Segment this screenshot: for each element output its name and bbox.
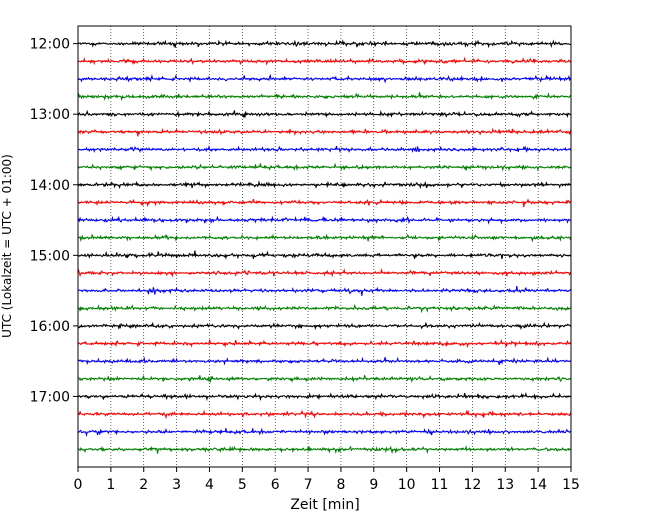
x-axis-ticks: 0 1 2 3 4 5 6 7 8 9 10 11 12 13 14 15	[74, 467, 580, 493]
y-tick-label: 14:00	[30, 178, 70, 194]
y-tick-label: 16:00	[30, 319, 70, 335]
trace-1530	[77, 285, 572, 296]
y-tick-label: 13:00	[30, 107, 70, 123]
trace-1200	[77, 39, 572, 49]
seismogram-traces	[77, 39, 572, 455]
trace-1415	[77, 198, 572, 208]
x-tick-label: 6	[271, 477, 280, 493]
trace-1500	[77, 250, 572, 260]
trace-1600	[77, 321, 572, 331]
trace-1515	[77, 268, 572, 278]
x-tick-label: 5	[238, 477, 247, 493]
y-tick-label: 17:00	[30, 389, 70, 405]
x-tick-label: 9	[369, 477, 378, 493]
trace-1300	[77, 109, 572, 119]
trace-1715	[77, 409, 572, 420]
trace-1245	[77, 92, 572, 102]
y-tick-label: 15:00	[30, 248, 70, 264]
trace-1400	[77, 180, 572, 190]
trace-1630	[77, 356, 572, 366]
trace-1315	[77, 127, 572, 137]
x-tick-label: 13	[496, 477, 514, 493]
x-tick-label: 10	[398, 477, 416, 493]
trace-1745	[77, 445, 572, 455]
x-tick-label: 4	[205, 477, 214, 493]
trace-1615	[77, 339, 572, 349]
x-tick-label: 8	[336, 477, 345, 493]
trace-1700	[77, 391, 572, 402]
x-tick-label: 2	[139, 477, 148, 493]
trace-1445	[77, 233, 572, 243]
trace-1230	[77, 73, 572, 84]
x-tick-label: 0	[74, 477, 83, 493]
x-axis-title: Zeit [min]	[290, 497, 359, 513]
trace-1730	[77, 427, 572, 438]
trace-1430	[77, 215, 572, 225]
x-tick-label: 11	[431, 477, 449, 493]
y-axis-ticks: 12:00 13:00 14:00 15:00 16:00 17:00	[30, 37, 78, 405]
y-tick-label: 12:00	[30, 37, 70, 53]
x-tick-label: 7	[304, 477, 313, 493]
x-tick-label: 15	[562, 477, 580, 493]
x-tick-label: 12	[463, 477, 481, 493]
trace-1330	[77, 144, 572, 154]
trace-1215	[77, 56, 572, 66]
plot-frame	[77, 25, 572, 468]
y-axis-title: UTC (Lokalzeit = UTC + 01:00)	[0, 154, 14, 338]
x-tick-label: 3	[172, 477, 181, 493]
x-tick-label: 14	[529, 477, 547, 493]
x-tick-label: 1	[106, 477, 115, 493]
vertical-grid	[110, 26, 539, 467]
trace-1545	[77, 303, 572, 314]
trace-1645	[77, 374, 572, 384]
trace-1345	[77, 162, 572, 172]
